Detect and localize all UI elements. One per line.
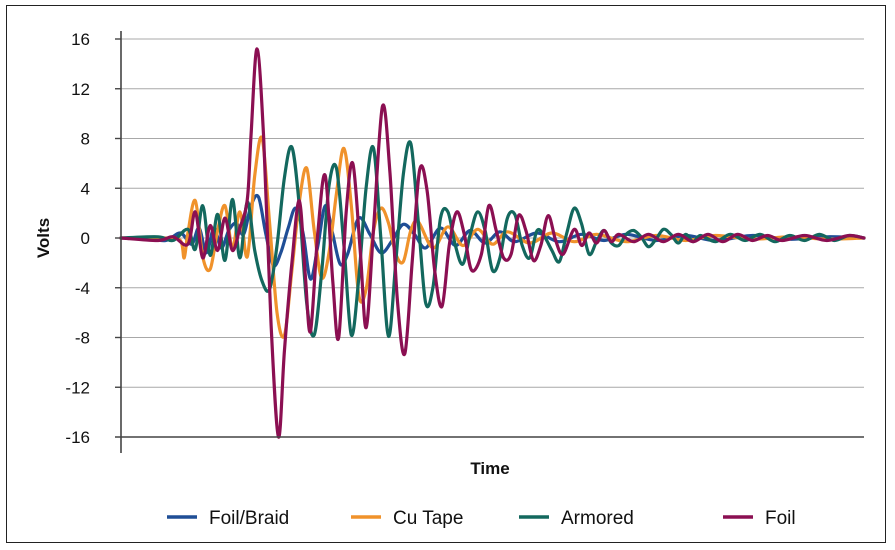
y-tick-label-4: 0 (81, 229, 90, 248)
series-line-cu-tape (119, 135, 866, 339)
y-tick-label-6: -8 (75, 329, 90, 348)
y-tick-label-2: 8 (81, 130, 90, 149)
y-tick-label-5: -4 (75, 279, 90, 298)
y-tick-label-8: -16 (65, 428, 90, 447)
line-chart: 16 12 8 4 0 -4 -8 -12 -16 Volts Time Foil/Braid C… (34, 30, 866, 529)
x-axis-title: Time (470, 459, 509, 478)
axes (115, 31, 864, 453)
series-lines (119, 47, 866, 439)
y-tick-label-7: -12 (65, 378, 90, 397)
legend-label-foil: Foil (765, 508, 796, 529)
y-tick-label-0: 16 (71, 30, 90, 49)
legend: Foil/Braid Cu Tape Armored Foil (167, 508, 796, 529)
legend-label-foil-braid: Foil/Braid (209, 508, 289, 529)
legend-label-armored: Armored (561, 508, 634, 529)
y-axis-title: Volts (34, 218, 53, 258)
y-tick-labels: 16 12 8 4 0 -4 -8 -12 -16 (65, 30, 90, 447)
y-tick-label-3: 4 (81, 179, 90, 198)
y-tick-label-1: 12 (71, 80, 90, 99)
chart-frame: 16 12 8 4 0 -4 -8 -12 -16 Volts Time Foil/Braid C… (6, 5, 886, 543)
series-line-foil (119, 47, 866, 439)
legend-label-cu-tape: Cu Tape (393, 508, 463, 529)
